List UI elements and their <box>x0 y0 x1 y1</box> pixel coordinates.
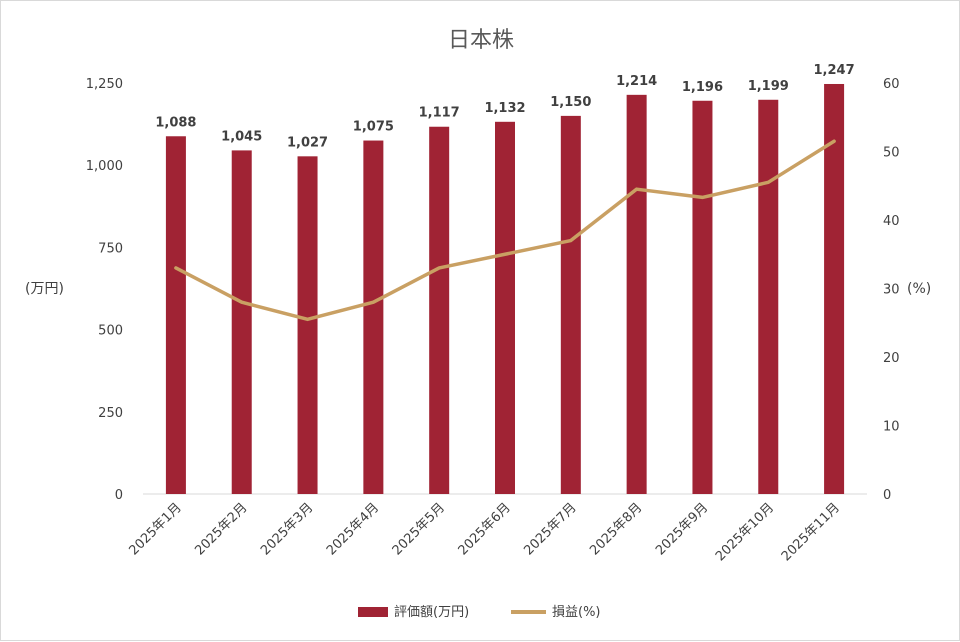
y-left-tick-4: 1,000 <box>86 159 123 174</box>
bar-label-1: 1,088 <box>155 115 196 130</box>
bar-7 <box>560 115 581 494</box>
y-left-tick-0: 0 <box>115 488 123 503</box>
bar-4 <box>363 140 384 495</box>
y-right-tick-6: 60 <box>883 77 900 92</box>
y-axis-right-ticks: 0 10 20 30 40 50 60 <box>883 77 900 503</box>
bar-label-5: 1,117 <box>419 106 460 121</box>
bar-series <box>165 83 845 495</box>
x-tick-6: 2025年6月 <box>456 500 514 558</box>
bar-6 <box>495 121 515 494</box>
y-right-tick-5: 50 <box>883 146 900 161</box>
x-tick-8: 2025年8月 <box>587 500 645 558</box>
bar-9 <box>692 100 713 495</box>
legend-bar-label: 評価額(万円) <box>394 605 469 620</box>
bar-11 <box>824 83 845 495</box>
y-right-tick-4: 40 <box>883 214 900 229</box>
bar-5 <box>429 126 450 494</box>
bar-label-8: 1,214 <box>616 74 657 89</box>
y-axis-right-label: (%) <box>907 281 931 297</box>
bar-label-6: 1,132 <box>484 101 525 116</box>
x-tick-11: 2025年11月 <box>779 500 843 564</box>
bar-label-3: 1,027 <box>287 135 328 150</box>
x-tick-1: 2025年1月 <box>127 500 185 558</box>
legend-line-label: 損益(%) <box>552 605 601 620</box>
bar-8 <box>626 94 647 495</box>
x-tick-7: 2025年7月 <box>521 500 579 558</box>
line-series <box>174 139 836 322</box>
bar-label-11: 1,247 <box>814 63 855 78</box>
bar-3 <box>297 156 318 495</box>
bar-label-9: 1,196 <box>682 80 723 95</box>
x-axis-ticks: 2025年1月 2025年2月 2025年3月 2025年4月 2025年5月 2025年… <box>127 500 843 564</box>
y-right-tick-1: 10 <box>883 420 900 435</box>
y-left-tick-5: 1,250 <box>86 77 123 92</box>
y-axis-left-label: (万円) <box>25 281 64 297</box>
y-right-tick-3: 30 <box>883 283 900 298</box>
bar-label-7: 1,150 <box>550 95 591 110</box>
x-tick-5: 2025年5月 <box>390 500 448 558</box>
y-right-tick-2: 20 <box>883 351 900 366</box>
bar-label-2: 1,045 <box>221 129 262 144</box>
bar-data-labels: 1,088 1,045 1,027 1,075 1,117 1,132 1,150 1,214… <box>155 63 854 150</box>
x-tick-3: 2025年3月 <box>258 500 316 558</box>
bar-label-4: 1,075 <box>353 120 394 135</box>
x-tick-10: 2025年10月 <box>713 500 777 564</box>
y-left-tick-2: 500 <box>98 324 123 339</box>
y-left-tick-1: 250 <box>98 406 123 421</box>
y-left-tick-3: 750 <box>98 241 123 256</box>
x-tick-4: 2025年4月 <box>324 500 382 558</box>
bar-2 <box>231 150 252 495</box>
y-right-tick-0: 0 <box>883 488 891 503</box>
x-tick-9: 2025年9月 <box>653 500 711 558</box>
legend: 評価額(万円) 損益(%) <box>358 605 601 620</box>
x-tick-2: 2025年2月 <box>192 500 250 558</box>
bar-10 <box>758 99 779 494</box>
chart-title: 日本株 <box>448 28 514 53</box>
legend-bar-swatch <box>358 607 388 617</box>
bar-label-10: 1,199 <box>748 79 789 94</box>
y-axis-left-ticks: 0 250 500 750 1,000 1,250 <box>86 77 123 503</box>
bar-1 <box>165 136 186 494</box>
line-profit <box>174 139 836 322</box>
